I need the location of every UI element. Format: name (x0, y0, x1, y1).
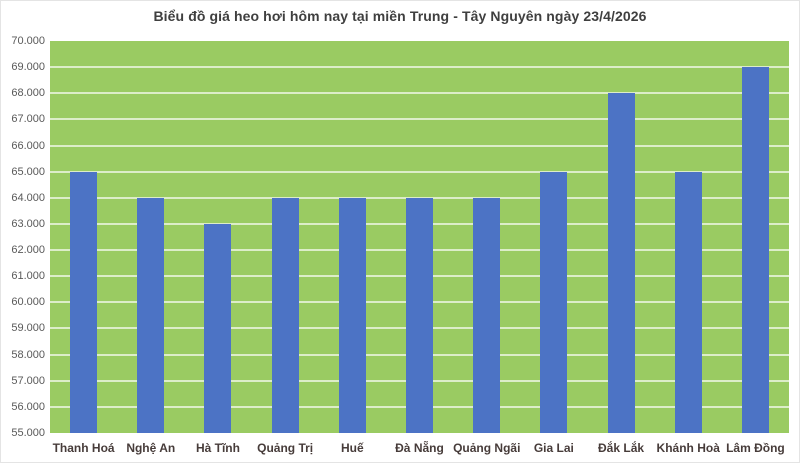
y-axis-tick-label: 68.000 (11, 87, 45, 100)
x-axis-category-label: Huế (340, 441, 364, 455)
x-axis-category-label: Lâm Đồng (726, 441, 785, 455)
y-axis-tick-label: 63.000 (11, 217, 45, 230)
x-axis-category-label: Nghệ An (126, 441, 176, 455)
bar[interactable] (741, 67, 769, 433)
y-axis-tick-label: 61.000 (11, 270, 45, 283)
y-axis-tick-label: 59.000 (11, 322, 45, 335)
bar[interactable] (137, 197, 165, 433)
x-axis-category-label: Đắk Lắk (598, 441, 645, 455)
y-axis-tick-label: 55.000 (11, 427, 45, 439)
y-axis-tick-label: 64.000 (11, 191, 45, 204)
chart-title: Biểu đồ giá heo hơi hôm nay tại miền Tru… (153, 8, 647, 24)
y-axis-tick-label: 56.000 (11, 400, 45, 413)
x-axis-category-label: Khánh Hoà (656, 441, 720, 455)
bar[interactable] (338, 197, 366, 433)
x-axis-category-label: Thanh Hoá (52, 441, 115, 455)
bar[interactable] (271, 197, 299, 433)
gridline (50, 118, 789, 121)
y-axis-tick-label: 70.000 (11, 35, 45, 47)
gridline (50, 66, 789, 69)
bar[interactable] (607, 93, 635, 433)
gridline (50, 170, 789, 173)
y-axis-tick-label: 58.000 (11, 348, 45, 361)
x-axis-category-label: Quảng Ngãi (453, 441, 521, 455)
bar[interactable] (70, 171, 98, 433)
y-axis-tick-label: 67.000 (11, 113, 45, 126)
bar[interactable] (540, 171, 568, 433)
bar[interactable] (674, 171, 702, 433)
y-axis-tick-label: 57.000 (11, 374, 45, 387)
gridline (50, 144, 789, 147)
bar[interactable] (473, 197, 501, 433)
y-axis-tick-label: 65.000 (11, 165, 45, 178)
y-axis-tick-label: 62.000 (11, 244, 45, 257)
x-axis-category-label: Quảng Trị (257, 441, 314, 455)
bar[interactable] (204, 223, 232, 433)
gridline (50, 92, 789, 95)
plot-area (50, 41, 789, 433)
x-axis-category-label: Gia Lai (533, 441, 574, 455)
bar[interactable] (406, 197, 433, 433)
x-axis-category-label: Hà Tĩnh (195, 441, 240, 455)
y-axis-tick-label: 60.000 (11, 296, 45, 309)
y-axis-tick-label: 69.000 (11, 61, 45, 74)
y-axis-tick-label: 66.000 (11, 139, 45, 152)
gridline (50, 196, 789, 199)
x-axis-category-label: Đà Nẵng (395, 441, 444, 455)
